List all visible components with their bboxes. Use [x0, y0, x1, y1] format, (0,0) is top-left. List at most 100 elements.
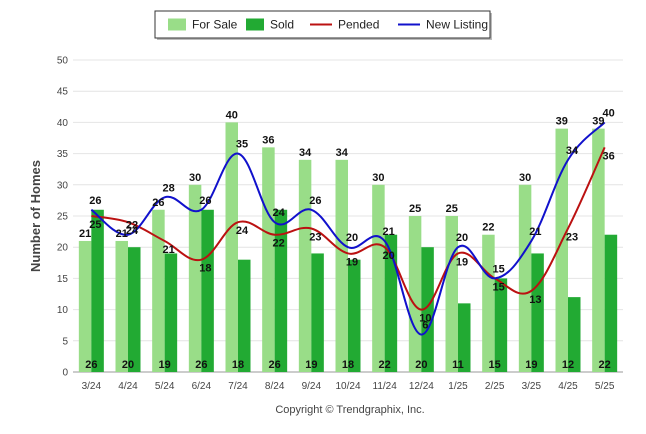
data-label-new-listing: 34: [566, 145, 579, 157]
x-tick-label: 12/24: [409, 381, 434, 392]
data-label-for-sale: 30: [519, 172, 531, 184]
data-label-for-sale: 34: [299, 147, 312, 159]
x-tick-label: 6/24: [192, 381, 212, 392]
legend-label: Pended: [338, 18, 379, 32]
x-tick-label: 4/24: [118, 381, 138, 392]
bar-for-sale: [78, 240, 92, 372]
x-tick-label: 7/24: [228, 381, 248, 392]
data-label-for-sale: 30: [372, 172, 384, 184]
data-label-new-listing: 24: [273, 207, 286, 219]
data-label-new-listing: 26: [309, 195, 321, 207]
bar-sold: [384, 234, 398, 372]
data-label-sold: 12: [562, 359, 574, 371]
data-label-sold: 20: [122, 359, 134, 371]
data-label-for-sale: 26: [152, 197, 164, 209]
bar-for-sale: [482, 234, 495, 372]
data-label-sold: 15: [489, 359, 501, 371]
data-label-for-sale: 36: [262, 134, 274, 146]
data-label-for-sale: 21: [116, 228, 128, 240]
data-label-for-sale: 25: [409, 203, 421, 215]
data-label-pended: 21: [163, 244, 175, 256]
data-label-pended: 23: [566, 231, 578, 243]
bar-sold: [164, 253, 178, 372]
bar-for-sale: [298, 159, 312, 372]
line-new-listing: [90, 121, 606, 336]
data-label-sold: 19: [305, 359, 317, 371]
data-label-sold: 22: [379, 359, 391, 371]
bar-sold: [494, 278, 508, 372]
data-label-for-sale: 22: [482, 222, 494, 234]
x-tick-label: 2/25: [485, 381, 505, 392]
line-pended: [91, 146, 606, 311]
bar-sold: [568, 297, 581, 372]
y-tick-label: 0: [62, 368, 68, 379]
y-tick-label: 35: [57, 149, 69, 160]
bar-sold: [311, 253, 324, 372]
legend-label: Sold: [270, 18, 294, 32]
data-label-new-listing: 28: [163, 182, 175, 194]
x-tick-label: 1/25: [448, 381, 468, 392]
data-label-new-listing: 21: [529, 226, 541, 238]
y-tick-label: 40: [57, 118, 69, 129]
data-label-pended: 24: [236, 225, 249, 237]
data-label-sold: 26: [195, 359, 207, 371]
data-label-new-listing: 15: [493, 263, 505, 275]
bar-sold: [458, 303, 471, 372]
bar-for-sale: [372, 184, 385, 372]
data-label-sold: 26: [269, 359, 281, 371]
bar-for-sale: [225, 122, 238, 373]
bar-for-sale: [188, 184, 202, 372]
data-label-sold: 11: [452, 359, 464, 371]
data-label-new-listing: 22: [126, 220, 138, 232]
x-tick-label: 3/25: [522, 381, 542, 392]
data-label-new-listing: 35: [236, 139, 248, 151]
bar-for-sale: [262, 147, 275, 372]
data-label-pended: 22: [273, 238, 285, 250]
data-label-sold: 20: [415, 359, 427, 371]
legend-label: New Listing: [426, 18, 488, 32]
x-tick-label: 3/24: [82, 381, 102, 392]
bar-sold: [238, 259, 251, 372]
bar-for-sale: [152, 209, 165, 372]
y-tick-label: 20: [57, 243, 69, 254]
data-label-pended: 10: [419, 313, 431, 325]
bar-sold: [91, 209, 104, 372]
data-label-pended: 36: [603, 150, 615, 162]
bar-for-sale: [555, 128, 568, 372]
data-label-for-sale: 25: [446, 203, 458, 215]
data-label-sold: 22: [599, 359, 611, 371]
data-label-new-listing: 21: [383, 226, 395, 238]
data-label-pended: 25: [89, 219, 101, 231]
y-tick-label: 50: [57, 56, 69, 67]
x-tick-label: 9/24: [302, 381, 322, 392]
bar-sold: [128, 247, 141, 372]
bar-sold: [531, 253, 544, 372]
data-label-for-sale: 34: [336, 147, 349, 159]
x-tick-label: 5/24: [155, 381, 175, 392]
data-label-pended: 23: [309, 231, 321, 243]
y-tick-label: 45: [57, 87, 69, 98]
data-label-pended: 15: [493, 281, 505, 293]
data-label-new-listing: 40: [603, 107, 615, 119]
bar-for-sale: [335, 159, 348, 372]
bar-sold: [604, 234, 618, 372]
data-label-sold: 26: [85, 359, 97, 371]
data-label-for-sale: 39: [556, 116, 568, 128]
y-axis-title: Number of Homes: [28, 160, 43, 272]
data-label-pended: 19: [456, 256, 468, 268]
x-tick-label: 8/24: [265, 381, 285, 392]
data-label-new-listing: 20: [456, 232, 468, 244]
bar-for-sale: [518, 184, 532, 372]
copyright-footer: Copyright © Trendgraphix, Inc.: [275, 404, 424, 416]
data-label-sold: 19: [159, 359, 171, 371]
legend-label: For Sale: [192, 18, 238, 32]
y-tick-label: 5: [62, 336, 68, 347]
data-label-sold: 19: [525, 359, 537, 371]
bar-for-sale: [408, 216, 422, 372]
bar-sold: [421, 247, 434, 372]
data-label-sold: 18: [342, 359, 354, 371]
data-label-pended: 24: [126, 225, 139, 237]
x-tick-label: 5/25: [595, 381, 615, 392]
y-tick-label: 15: [57, 274, 69, 285]
data-label-for-sale: 39: [592, 116, 604, 128]
